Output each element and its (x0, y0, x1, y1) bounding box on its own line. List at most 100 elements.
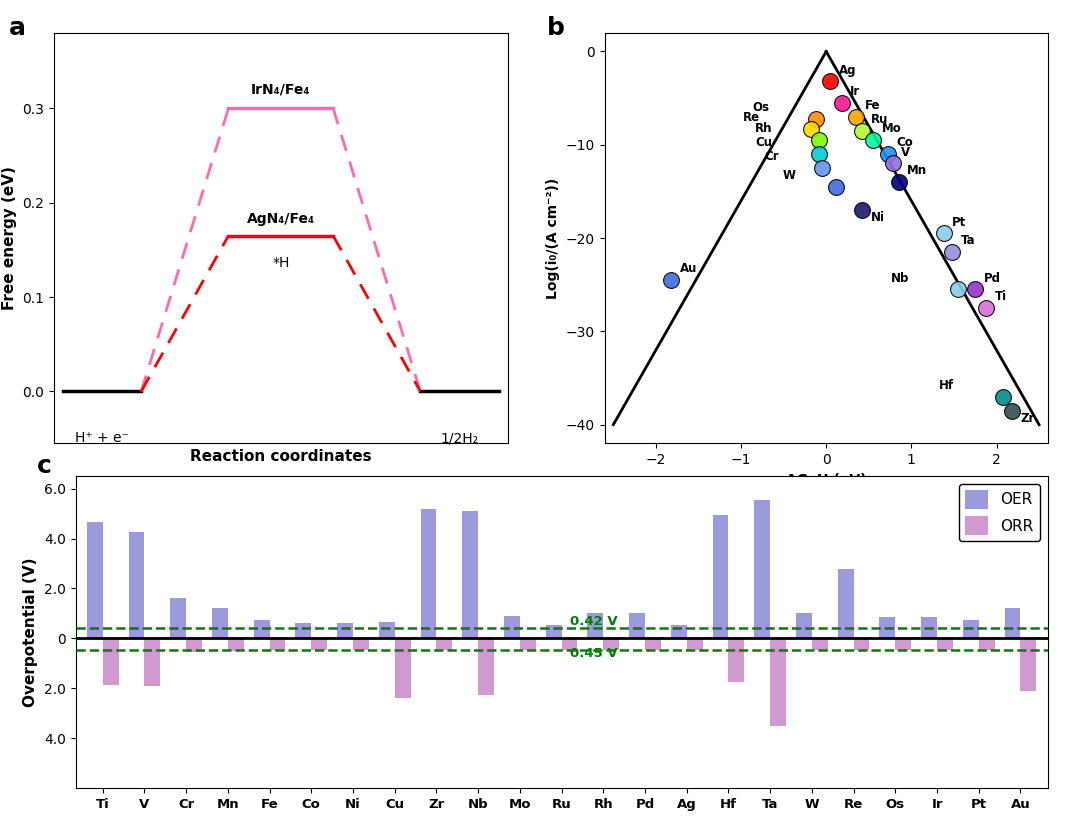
Bar (478, 639, 494, 695)
Bar (645, 639, 661, 649)
Bar (713, 515, 729, 639)
Point (808, 112, 825, 126)
Point (848, 110, 865, 123)
Text: Mn: Mn (907, 164, 928, 177)
Bar (1004, 608, 1021, 639)
Bar (103, 639, 119, 685)
Text: Ti: Ti (995, 291, 1007, 304)
Text: c: c (37, 454, 52, 479)
Text: Ir: Ir (850, 85, 861, 99)
Point (949, 282, 967, 296)
Bar (379, 622, 394, 639)
Text: Os: Os (752, 101, 769, 114)
Bar (311, 639, 327, 649)
Text: *H: *H (272, 256, 289, 270)
Bar (937, 639, 953, 649)
Bar (436, 639, 453, 649)
Bar (895, 639, 912, 649)
Text: Ta: Ta (961, 235, 975, 247)
Text: Hf: Hf (939, 379, 954, 392)
Bar (921, 617, 937, 639)
Text: Mo: Mo (881, 122, 902, 135)
Text: Cu: Cu (756, 136, 772, 149)
Bar (270, 639, 285, 649)
Bar (562, 639, 578, 649)
Text: Re: Re (743, 112, 760, 124)
Point (883, 157, 901, 170)
Bar (337, 623, 353, 639)
Text: Rh: Rh (755, 122, 772, 135)
Bar (588, 613, 604, 639)
Bar (1021, 639, 1037, 690)
Bar (604, 639, 619, 649)
Text: Co: Co (896, 136, 913, 149)
Text: a: a (9, 16, 26, 40)
Bar (145, 639, 160, 686)
Bar (838, 568, 853, 639)
Text: Zr: Zr (1021, 411, 1035, 424)
Bar (812, 639, 827, 649)
Text: 0.42 V: 0.42 V (570, 615, 618, 628)
Bar (963, 620, 978, 639)
Text: H⁺ + e⁻: H⁺ + e⁻ (75, 431, 129, 445)
Bar (186, 639, 202, 652)
Text: 1/2H₂: 1/2H₂ (441, 431, 478, 445)
Y-axis label: Free energy (eV): Free energy (eV) (2, 166, 16, 310)
Point (827, 180, 845, 193)
Bar (394, 639, 410, 699)
Bar (86, 522, 103, 639)
Y-axis label: Overpotential (V): Overpotential (V) (24, 557, 38, 707)
Point (944, 245, 961, 259)
Bar (228, 639, 244, 651)
Point (1003, 404, 1021, 417)
Text: b: b (548, 16, 565, 40)
Bar (545, 625, 562, 639)
Bar (729, 639, 744, 682)
Point (977, 301, 995, 314)
Point (935, 227, 953, 240)
Bar (212, 608, 228, 639)
Bar (171, 599, 186, 639)
Text: V: V (901, 146, 910, 158)
Text: W: W (783, 169, 796, 182)
Point (663, 273, 680, 287)
Text: Nb: Nb (890, 272, 908, 285)
Point (853, 204, 870, 217)
Bar (504, 616, 519, 639)
Text: Fe: Fe (864, 99, 880, 112)
Point (813, 162, 831, 175)
X-axis label: Reaction coordinates: Reaction coordinates (190, 449, 372, 464)
Text: Cr: Cr (765, 150, 780, 163)
Bar (296, 623, 311, 639)
Point (802, 122, 820, 135)
Point (811, 148, 828, 161)
Bar (687, 639, 703, 649)
Bar (978, 639, 995, 649)
Text: Ni: Ni (870, 211, 885, 224)
Text: AgN₄/Fe₄: AgN₄/Fe₄ (246, 213, 315, 227)
Bar (420, 509, 436, 639)
Text: Ag: Ag (839, 64, 856, 76)
Point (811, 134, 828, 147)
Bar (671, 625, 687, 639)
Bar (630, 613, 645, 639)
Bar (853, 639, 869, 649)
Point (879, 148, 896, 161)
Point (890, 176, 907, 189)
Text: Pt: Pt (953, 216, 967, 229)
Text: Pd: Pd (984, 272, 1001, 285)
Text: Au: Au (679, 263, 697, 275)
Bar (770, 639, 786, 726)
Bar (254, 620, 270, 639)
Point (833, 96, 850, 109)
Bar (796, 613, 812, 639)
Text: 0.45 V: 0.45 V (570, 647, 618, 659)
Point (995, 390, 1012, 403)
Point (864, 134, 881, 147)
Legend: OER, ORR: OER, ORR (959, 484, 1040, 541)
Point (822, 75, 839, 88)
Bar (879, 617, 895, 639)
X-axis label: ΔG•H (eV): ΔG•H (eV) (786, 473, 866, 487)
Y-axis label: Log(i₀/(A cm⁻²)): Log(i₀/(A cm⁻²)) (546, 177, 561, 299)
Text: Ru: Ru (870, 113, 888, 126)
